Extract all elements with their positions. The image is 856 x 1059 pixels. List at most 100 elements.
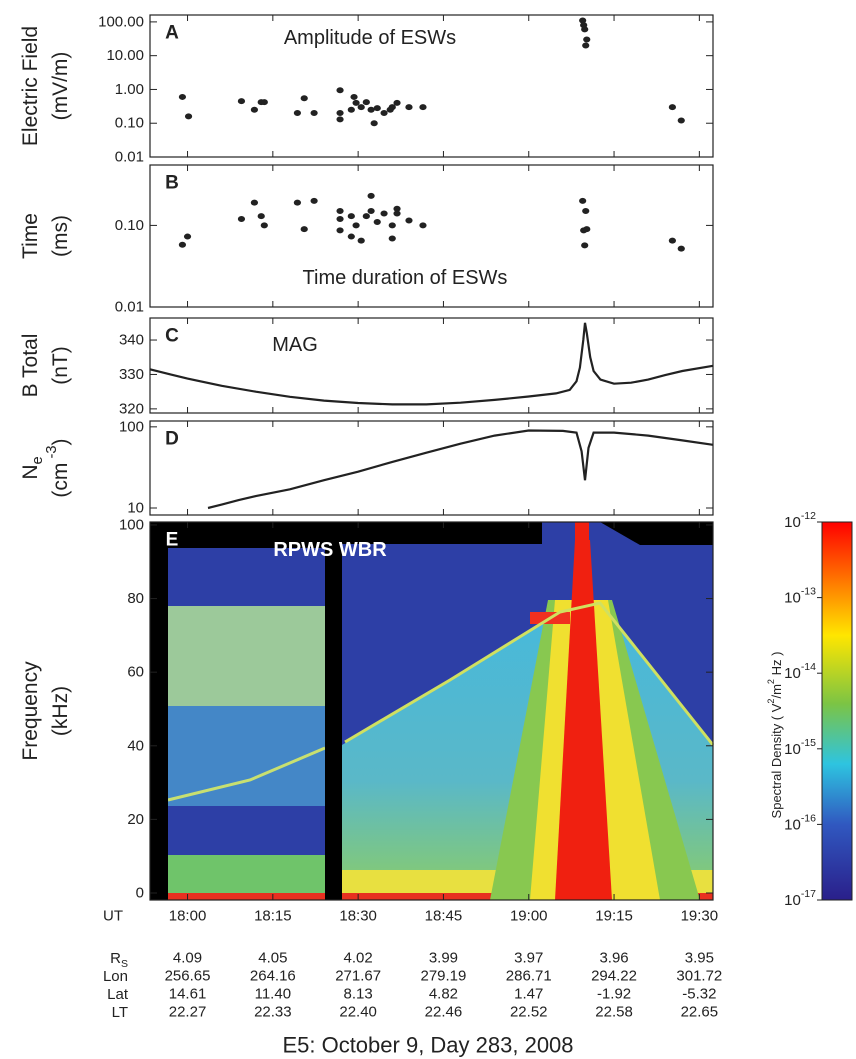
x-tick-label: 19:30 xyxy=(681,908,719,925)
esw-point xyxy=(373,219,381,226)
ephemeris-value: -5.32 xyxy=(682,986,716,1003)
esw-point xyxy=(260,222,268,229)
y-tick-label: 0.10 xyxy=(115,217,144,234)
ephemeris-value: 4.82 xyxy=(429,986,458,1003)
esw-point xyxy=(300,226,308,233)
panel-label: A xyxy=(165,23,179,44)
esw-point xyxy=(583,36,591,43)
spectrogram-black xyxy=(600,522,713,545)
ephemeris-label: RS xyxy=(110,950,128,971)
panel-title: Amplitude of ESWs xyxy=(284,27,456,49)
spectrogram-black xyxy=(168,522,325,548)
esw-point xyxy=(183,233,192,240)
esw-point xyxy=(579,17,587,24)
y-axis-label: (cm -3) xyxy=(44,438,72,497)
esw-point xyxy=(178,93,187,100)
esw-point xyxy=(352,222,360,229)
esw-point xyxy=(184,113,193,120)
y-tick-label: 320 xyxy=(119,400,144,417)
esw-point xyxy=(405,104,413,111)
y-tick-label: 80 xyxy=(127,590,144,607)
colorbar-label: Spectral Density ( V2/m2 Hz ) xyxy=(766,652,784,819)
esw-point xyxy=(581,26,589,33)
panel-title: RPWS WBR xyxy=(273,539,387,561)
text-part: (kHz) xyxy=(49,686,72,736)
ephemeris-value: 1.47 xyxy=(514,986,543,1003)
x-tick-label: 18:15 xyxy=(254,908,292,925)
x-tick-label: 19:15 xyxy=(595,908,633,925)
esw-point xyxy=(257,213,265,220)
ephemeris-value: 3.97 xyxy=(514,950,543,967)
y-tick-label: 0.10 xyxy=(115,115,144,132)
y-axis-label: (kHz) xyxy=(49,686,72,736)
esw-point xyxy=(350,93,358,100)
spectrogram-line xyxy=(167,746,326,802)
text-part: 10 xyxy=(784,892,801,909)
panel-frame xyxy=(149,420,714,516)
colorbar-tick-label: 10-15 xyxy=(784,737,816,758)
esw-point xyxy=(336,116,344,123)
esw-point xyxy=(310,110,318,117)
y-tick-label: 100 xyxy=(119,516,144,533)
ephemeris-value: 3.96 xyxy=(599,950,628,967)
ephemeris-value: 4.09 xyxy=(173,950,202,967)
ephemeris-label: LT xyxy=(112,1004,128,1021)
x-tick-label: 18:00 xyxy=(169,908,207,925)
esw-point xyxy=(362,99,370,106)
text-part: Time xyxy=(19,213,42,259)
panel-frame xyxy=(149,521,714,901)
y-tick-label: 340 xyxy=(119,332,144,349)
text-part: 10 xyxy=(784,514,801,531)
spectrogram-band xyxy=(168,855,325,900)
text-part: -14 xyxy=(801,661,816,673)
esw-point xyxy=(405,217,413,224)
panel-frame xyxy=(149,14,714,158)
y-tick-label: 100.00 xyxy=(98,13,144,30)
esw-point xyxy=(367,106,375,113)
esw-point xyxy=(310,197,318,204)
text-part: N xyxy=(19,465,42,480)
esw-point xyxy=(388,104,396,111)
esw-point xyxy=(336,110,344,117)
esw-point xyxy=(388,235,396,242)
y-tick-label: 100 xyxy=(119,418,144,435)
esw-point xyxy=(250,199,259,206)
text-part: 10 xyxy=(784,740,801,757)
ephemeris-value: 279.19 xyxy=(420,968,466,985)
y-axis-label: B Total xyxy=(19,334,42,398)
esw-point xyxy=(380,110,388,117)
text-part: 10 xyxy=(784,665,801,682)
ephemeris-value: 4.05 xyxy=(258,950,287,967)
x-axis-label: UT xyxy=(103,908,123,925)
spectrogram-line xyxy=(344,601,715,746)
panel-label: E xyxy=(166,530,179,551)
esw-point xyxy=(419,222,427,229)
text-part: 2 xyxy=(766,679,776,684)
y-axis-label: (mV/m) xyxy=(49,52,72,121)
esw-point xyxy=(393,205,401,212)
ephemeris-value: -1.92 xyxy=(597,986,631,1003)
esw-point xyxy=(336,227,344,234)
text-part: 10 xyxy=(784,589,801,606)
ephemeris-value: 3.95 xyxy=(685,950,714,967)
text-part: Frequency xyxy=(19,661,42,761)
text-part: /m xyxy=(769,684,784,698)
esw-point xyxy=(373,105,381,112)
y-tick-label: 40 xyxy=(127,737,144,754)
esw-point xyxy=(347,106,355,113)
y-tick-label: 60 xyxy=(127,664,144,681)
panel-title: Time duration of ESWs xyxy=(303,267,508,289)
ephemeris-label: Lat xyxy=(107,986,129,1003)
esw-point xyxy=(367,192,375,199)
panel-label: D xyxy=(165,429,179,450)
esw-point xyxy=(352,99,360,106)
data-gap xyxy=(150,522,168,900)
ephemeris-value: 22.33 xyxy=(254,1004,292,1021)
esw-point xyxy=(388,222,396,229)
esw-point xyxy=(336,215,344,222)
spectrogram-core xyxy=(575,522,589,542)
text-part: Spectral Density ( V xyxy=(769,703,784,818)
y-tick-label: 0 xyxy=(136,885,144,902)
ephemeris-value: 294.22 xyxy=(591,968,637,985)
